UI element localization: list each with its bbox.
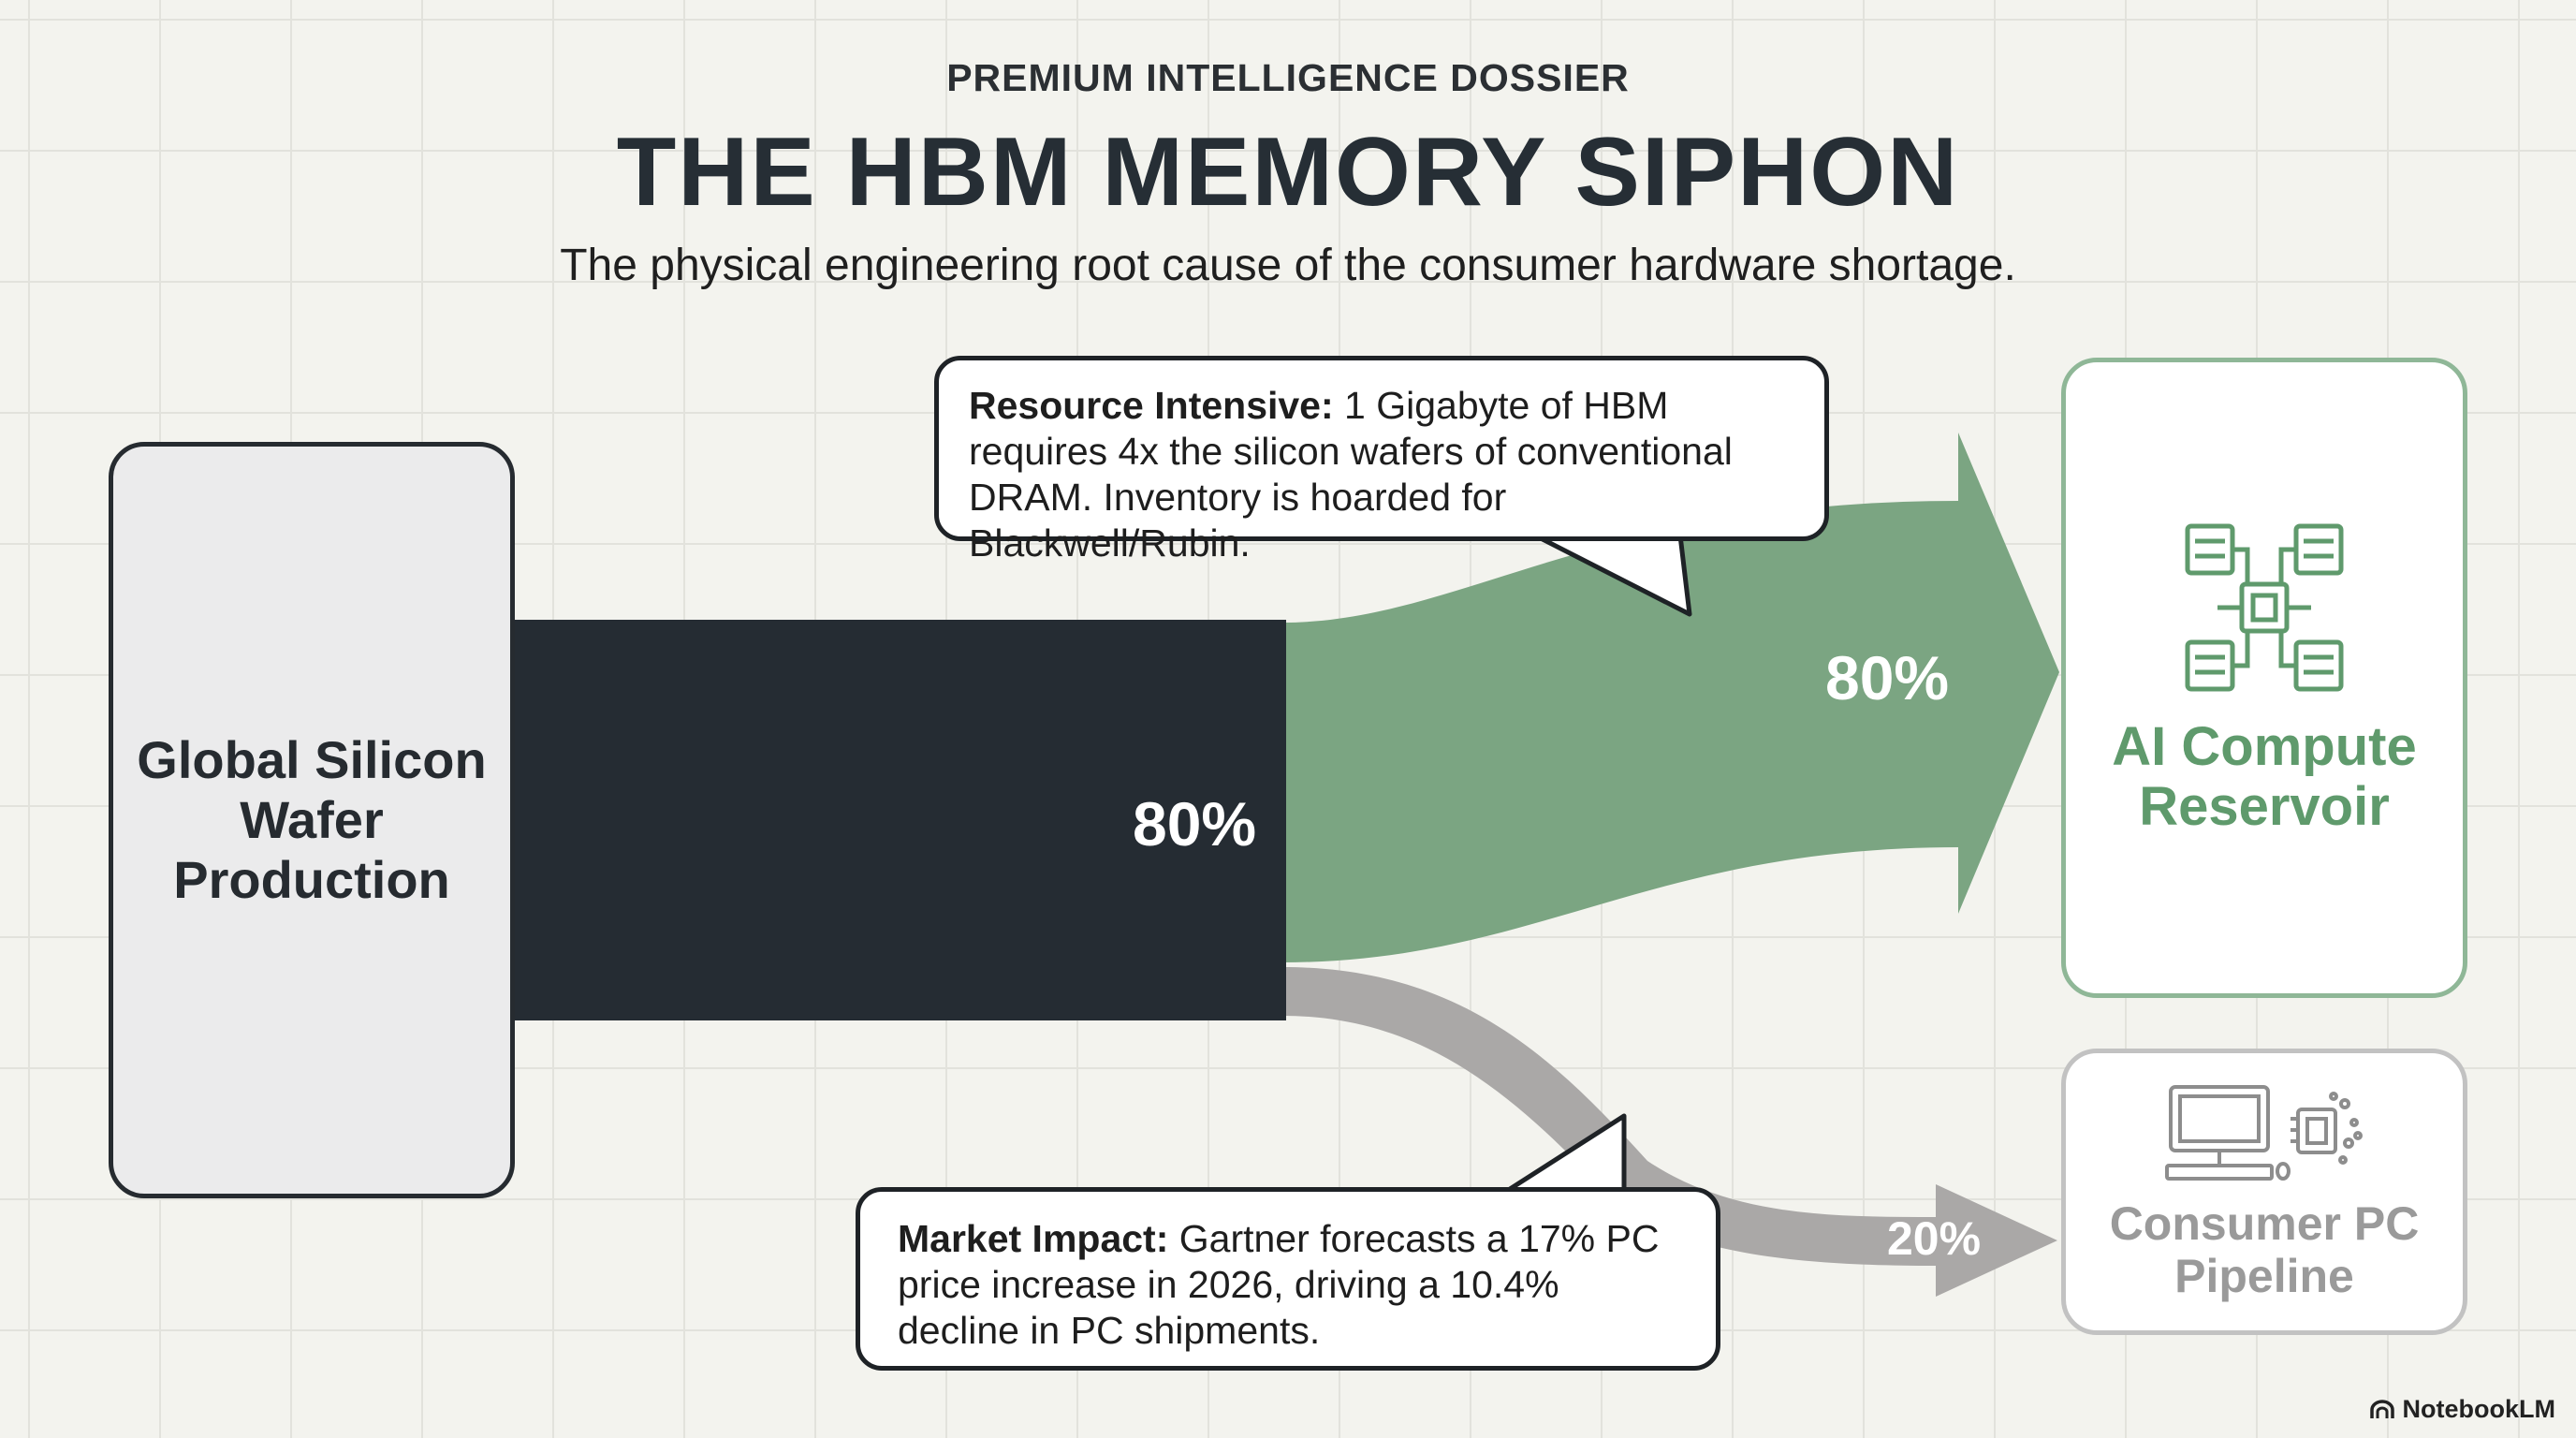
ai-flow-percent: 80% [1825, 643, 1950, 712]
ai-node: AI Compute Reservoir [2061, 358, 2467, 998]
page-subtitle: The physical engineering root cause of t… [560, 241, 2016, 290]
callout-bottom-body: Gartner forecasts a 17% PC price increas… [898, 1217, 1660, 1352]
callout-resource-intensive: Resource Intensive: 1 Gigabyte of HBM re… [934, 356, 1829, 565]
source-node-label: Global Silicon Wafer Production [137, 730, 487, 909]
server-chip-network-icon [2185, 523, 2344, 692]
callout-top-tail [1533, 533, 1692, 617]
page-title: THE HBM MEMORY SIPHON [616, 118, 1960, 227]
consumer-node-label: Consumer PC Pipeline [2109, 1197, 2420, 1302]
ai-flow [1282, 433, 2059, 962]
callout-top-body: 1 Gigabyte of HBM requires 4x the silico… [969, 384, 1733, 565]
main-flow [513, 620, 1286, 1020]
kicker: PREMIUM INTELLIGENCE DOSSIER [946, 56, 1630, 99]
brand-watermark: NotebookLM [2369, 1395, 2555, 1424]
callout-bottom-heading: Market Impact: [898, 1217, 1179, 1260]
consumer-flow-percent: 20% [1887, 1212, 1982, 1265]
notebooklm-logo-icon [2369, 1399, 2394, 1418]
brand-label: NotebookLM [2402, 1395, 2555, 1423]
ai-node-label: AI Compute Reservoir [2112, 716, 2417, 837]
source-node: Global Silicon Wafer Production [109, 442, 515, 1198]
consumer-flow [1282, 967, 2057, 1297]
desktop-computer-icon [2165, 1085, 2363, 1181]
consumer-node: Consumer PC Pipeline [2061, 1049, 2467, 1335]
main-flow-percent: 80% [1133, 789, 1257, 858]
callout-bottom-tail [1505, 1113, 1627, 1194]
callout-market-impact: Market Impact: Gartner forecasts a 17% P… [856, 1187, 1720, 1371]
callout-top-heading: Resource Intensive: [969, 384, 1345, 427]
